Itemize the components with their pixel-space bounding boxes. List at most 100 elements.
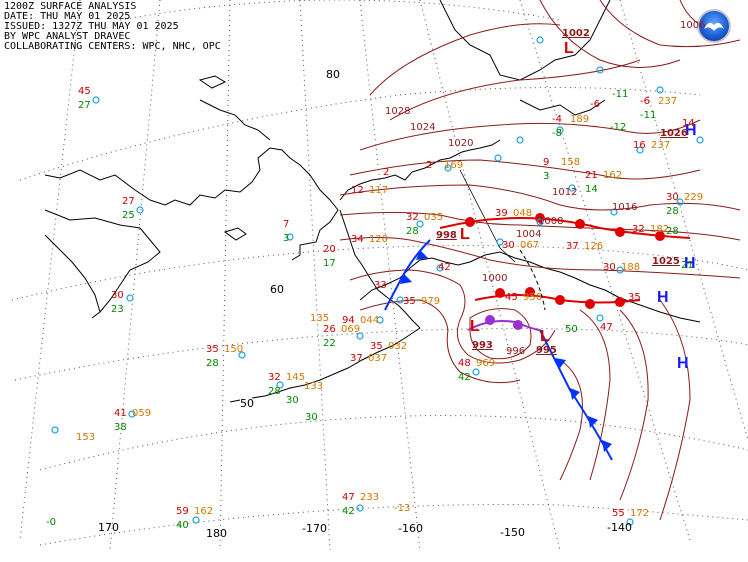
station-dewpoint: 21 (681, 260, 694, 271)
aleutian-chain (229, 379, 321, 403)
station-temperature: 7 (283, 219, 290, 230)
low-center: L (540, 328, 550, 345)
station-markers (51, 36, 704, 526)
station-pressure: 037 (368, 353, 388, 364)
lon-label: 170 (98, 521, 119, 534)
alaska-sw-coast (339, 209, 421, 329)
station-temperature: 41 (114, 408, 127, 419)
header-date: DATE: THU MAY 01 2025 (4, 11, 131, 22)
kamchatka-west (44, 234, 101, 313)
station-temperature: 59 (176, 506, 189, 517)
station-pressure: 059 (132, 408, 152, 419)
low-center-value: 998 (436, 230, 457, 241)
coastlines (44, 0, 701, 403)
high-center-value: 1026 (660, 128, 688, 139)
station-temperature: 2 (426, 160, 433, 171)
station-temperature: 2 (383, 167, 390, 178)
station-dewpoint: -0 (46, 517, 56, 528)
station-pressure: 035 (424, 212, 444, 223)
station-dewpoint: 3 (283, 233, 290, 244)
station-dewpoint: -8 (552, 128, 562, 139)
kamchatka-coast (44, 209, 161, 319)
header-title: 1200Z SURFACE ANALYSIS (4, 1, 137, 12)
lon-label: 180 (206, 527, 227, 540)
station-temperature: 47 (342, 492, 355, 503)
station-pressure: 169 (444, 160, 464, 171)
analysis-header: 1200Z SURFACE ANALYSIS DATE: THU MAY 01 … (4, 2, 221, 52)
station-dewpoint: 42 (458, 372, 471, 383)
isobar-label: 1004 (516, 229, 542, 240)
isobar-label: 1020 (448, 138, 474, 149)
warm-front-2 (439, 216, 691, 239)
wrangel-island (198, 75, 227, 89)
lat-label: 50 (240, 397, 254, 410)
high-center: H (677, 355, 689, 372)
isobar-label: 1008 (538, 216, 564, 227)
isobar-label: 1016 (612, 202, 638, 213)
station-pressure: 162 (194, 506, 214, 517)
station-pressure: 162 (603, 170, 623, 181)
header-centers: COLLABORATING CENTERS: WPC, NHC, OPC (4, 41, 221, 52)
lat-label: 60 (270, 283, 284, 296)
station-pressure: 133 (304, 381, 324, 392)
station-temperature: 27 (122, 196, 135, 207)
lon-label: -150 (500, 526, 525, 539)
station-temperature: 12 (351, 185, 364, 196)
station-pressure: 044 (360, 315, 380, 326)
station-pressure: 048 (513, 208, 533, 219)
station-temperature: 32 (268, 372, 281, 383)
station-temperature: 94 (342, 315, 355, 326)
station-dewpoint: -12 (610, 122, 627, 133)
station-temperature: -6 (640, 96, 650, 107)
station-pressure: 233 (360, 492, 380, 503)
cold-front-2 (384, 239, 431, 311)
isobar-label: 1000 (482, 273, 508, 284)
station-temperature: 33 (374, 280, 387, 291)
gulf-of-alaska-coast (469, 251, 701, 323)
station-pressure: 135 (310, 313, 330, 324)
station-pressure: 237 (651, 140, 671, 151)
station-pressure: 126 (584, 241, 604, 252)
station-dewpoint: 3 (543, 171, 550, 182)
station-temperature: -4 (552, 114, 562, 125)
victoria-island (519, 99, 606, 116)
alaska-peninsula (319, 327, 421, 381)
station-temperature: 30 (666, 192, 679, 203)
st-lawrence-island (223, 227, 247, 241)
station-temperature: 30 (111, 290, 124, 301)
low-center-value: 1002 (562, 28, 590, 39)
alaska-west-coast (339, 139, 501, 201)
station-temperature: 14 (682, 118, 695, 129)
political-boundaries (459, 169, 516, 263)
station-dewpoint: 28 (666, 206, 679, 217)
station-dewpoint: 23 (111, 304, 124, 315)
station-temperature: 47 (600, 322, 613, 333)
isobars (339, 0, 741, 521)
high-center: H (685, 122, 697, 139)
station-temperature: 34 (351, 234, 364, 245)
station-pressure: 069 (341, 324, 361, 335)
station-temperature: 35 (206, 344, 219, 355)
station-dewpoint: 30 (286, 395, 299, 406)
low-center-value: 993 (472, 340, 493, 351)
lon-label: -170 (302, 522, 327, 535)
station-pressure: 032 (388, 341, 408, 352)
station-pressure: -13 (394, 503, 411, 514)
graticule (11, 0, 748, 551)
station-dewpoint: 28 (206, 358, 219, 369)
station-dewpoint: 50 (565, 324, 578, 335)
station-dewpoint: -11 (612, 89, 629, 100)
lon-label: -140 (607, 521, 632, 534)
station-pressure: 172 (630, 508, 650, 519)
station-temperature: 35 (628, 292, 641, 303)
station-temperature: 30 (603, 262, 616, 273)
noaa-logo-icon (697, 9, 731, 43)
station-pressure: 182 (650, 224, 670, 235)
station-pressure: 189 (570, 114, 590, 125)
station-temperature: 9 (543, 157, 550, 168)
cold-front (539, 329, 613, 461)
station-pressure: 969 (476, 358, 496, 369)
station-dewpoint: 30 (305, 412, 318, 423)
station-pressure: 237 (658, 96, 678, 107)
station-temperature: 39 (495, 208, 508, 219)
